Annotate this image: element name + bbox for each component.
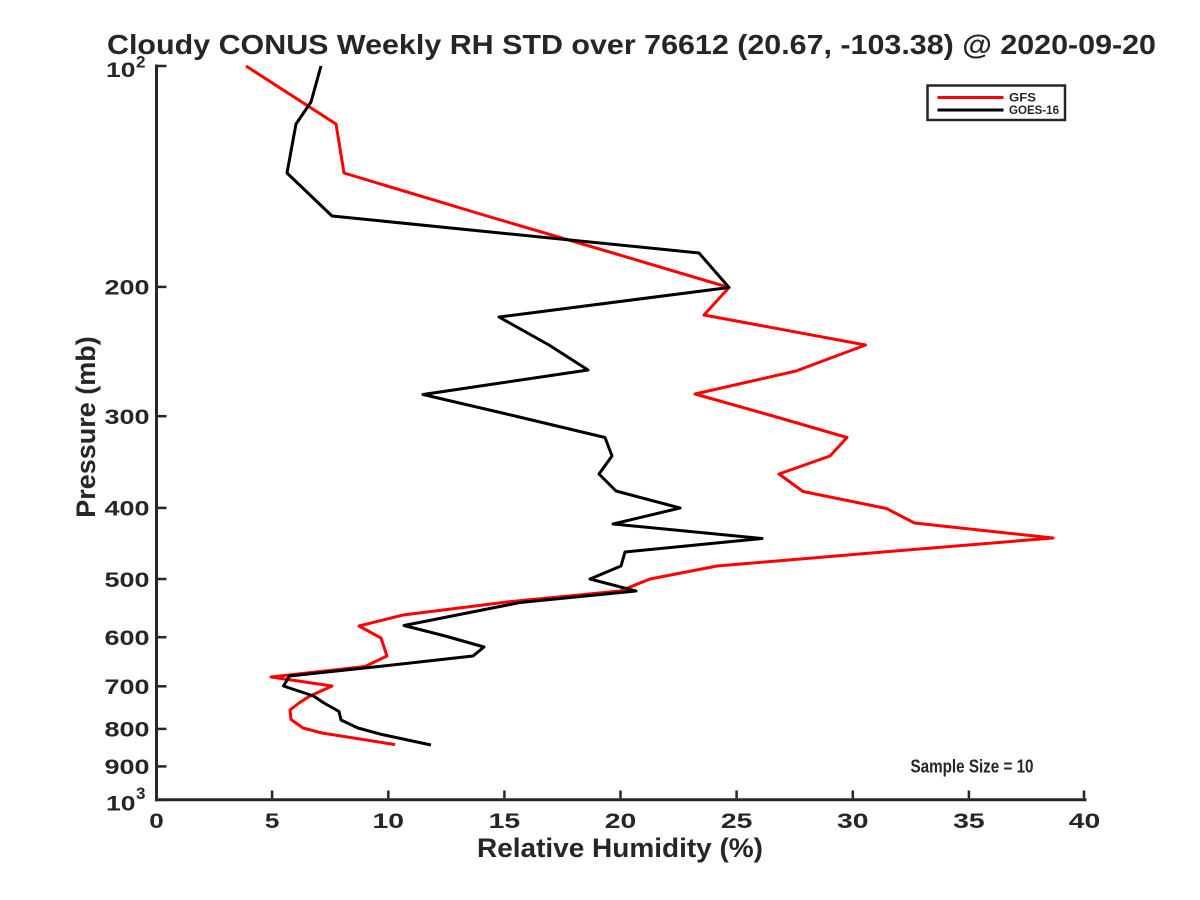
svg-text:200: 200 <box>105 276 150 300</box>
svg-text:600: 600 <box>105 626 150 650</box>
svg-text:25: 25 <box>721 809 753 833</box>
svg-text:Sample Size = 10: Sample Size = 10 <box>911 757 1034 777</box>
svg-text:800: 800 <box>105 718 150 742</box>
svg-text:300: 300 <box>105 405 150 429</box>
svg-text:3: 3 <box>136 784 145 803</box>
svg-text:35: 35 <box>953 809 985 833</box>
svg-text:900: 900 <box>105 755 150 779</box>
svg-text:20: 20 <box>605 809 637 833</box>
svg-text:500: 500 <box>105 568 150 592</box>
svg-text:5: 5 <box>265 809 280 833</box>
svg-text:10: 10 <box>373 809 405 833</box>
svg-text:2: 2 <box>136 52 145 71</box>
svg-text:15: 15 <box>489 809 521 833</box>
svg-text:40: 40 <box>1069 809 1101 833</box>
svg-text:Relative Humidity (%): Relative Humidity (%) <box>477 833 763 863</box>
svg-text:GOES-16: GOES-16 <box>1009 103 1059 117</box>
svg-text:GFS: GFS <box>1009 91 1036 105</box>
svg-text:Pressure (mb): Pressure (mb) <box>71 336 101 518</box>
svg-text:Cloudy CONUS Weekly RH STD ove: Cloudy CONUS Weekly RH STD over 76612 (2… <box>107 29 1156 60</box>
svg-text:30: 30 <box>837 809 869 833</box>
svg-text:700: 700 <box>105 675 150 699</box>
svg-text:400: 400 <box>105 497 150 521</box>
svg-text:10: 10 <box>106 792 136 816</box>
svg-text:0: 0 <box>149 809 164 833</box>
svg-text:10: 10 <box>106 58 136 82</box>
